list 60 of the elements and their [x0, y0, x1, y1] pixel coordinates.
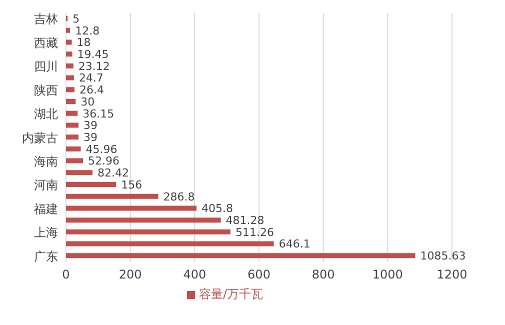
data-label: 12.8: [75, 24, 100, 38]
data-label: 36.15: [82, 107, 114, 120]
data-label: 1085.63: [420, 250, 466, 263]
y-tick-label: 海南: [34, 154, 58, 168]
data-label: 45.96: [86, 142, 118, 156]
legend-label: 容量/万千瓦: [198, 287, 264, 301]
data-label: 26.4: [79, 84, 104, 97]
data-label: 30: [80, 95, 95, 108]
bar: [66, 28, 70, 33]
bar: [66, 40, 72, 45]
data-label: 18: [76, 36, 91, 50]
bar: [66, 99, 76, 104]
x-tick-label: 1000: [372, 268, 403, 282]
bar: [66, 158, 84, 164]
bar: [66, 52, 72, 57]
bar: [66, 63, 74, 68]
x-tick-label: 600: [248, 268, 270, 282]
data-label: 52.96: [88, 154, 120, 168]
data-label: 23.12: [78, 60, 110, 73]
bar: [66, 241, 274, 246]
bar: [66, 87, 74, 92]
bar: [66, 146, 81, 152]
bar: [66, 253, 416, 258]
data-label: 156: [121, 178, 142, 192]
bar: [66, 182, 116, 187]
bar: [66, 194, 158, 199]
y-tick-label: 四川: [34, 60, 58, 74]
data-label: 24.7: [78, 72, 104, 85]
y-tick-label: 湖北: [34, 107, 58, 122]
y-tick-label: 河南: [34, 178, 58, 192]
bar: [66, 206, 197, 211]
data-label: 39: [84, 130, 98, 144]
data-label: 39: [84, 119, 98, 132]
data-label: 5: [72, 12, 80, 26]
bar: [66, 229, 230, 234]
y-tick-label: 西藏: [34, 36, 58, 50]
y-tick-label: 上海: [34, 226, 58, 240]
x-tick-label: 200: [118, 268, 142, 282]
x-tick-label: 800: [312, 268, 335, 282]
y-tick-label: 吉林: [34, 12, 58, 26]
y-tick-label: 陕西: [34, 83, 58, 98]
data-label: 405.8: [202, 202, 234, 216]
y-tick-label: 内蒙古: [22, 130, 58, 145]
bar: [66, 218, 221, 223]
bar: [66, 122, 79, 128]
bar: [66, 75, 74, 80]
x-tick-label: 400: [183, 268, 206, 282]
bar: [66, 170, 93, 176]
data-label: 511.26: [235, 226, 274, 239]
x-tick-label: 1200: [436, 268, 468, 282]
bar: [66, 134, 79, 140]
data-label: 82.42: [98, 166, 130, 180]
x-tick-label: 0: [62, 268, 70, 282]
data-label: 19.45: [77, 48, 109, 61]
data-label: 481.28: [226, 214, 264, 227]
data-label: 646.1: [278, 238, 310, 251]
y-tick-label: 广东: [34, 249, 58, 264]
bar: [66, 110, 78, 116]
data-label: 286.8: [163, 190, 195, 204]
y-tick-label: 福建: [34, 202, 58, 216]
